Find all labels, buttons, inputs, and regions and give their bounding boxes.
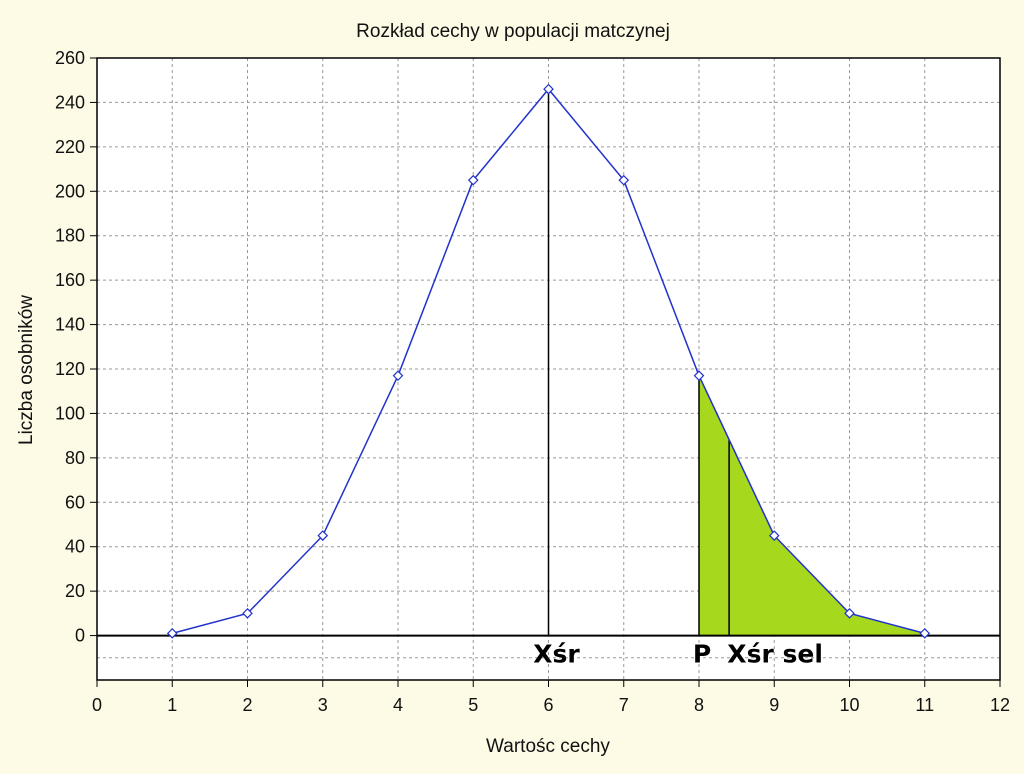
y-tick-label: 80 xyxy=(65,448,85,468)
x-tick-label: 4 xyxy=(393,695,403,715)
data-point xyxy=(693,370,705,382)
y-tick-label: 220 xyxy=(55,137,85,157)
y-tick-label: 20 xyxy=(65,581,85,601)
chart-title: Rozkład cechy w populacji matczynej xyxy=(356,21,670,42)
y-tick-label: 180 xyxy=(55,226,85,246)
y-tick-label: 140 xyxy=(55,315,85,335)
vertical-marker-label: Xśr sel xyxy=(727,640,823,669)
data-point xyxy=(618,174,630,186)
x-tick-label: 1 xyxy=(167,695,177,715)
y-tick-label: 0 xyxy=(75,626,85,646)
x-tick-label: 12 xyxy=(990,695,1010,715)
x-tick-label: 10 xyxy=(839,695,859,715)
x-tick-label: 3 xyxy=(318,695,328,715)
vertical-marker-label: Xśr xyxy=(533,640,580,669)
y-tick-label: 60 xyxy=(65,492,85,512)
data-point xyxy=(166,628,178,639)
x-axis-label: Wartośc cechy xyxy=(486,736,610,757)
x-tick-label: 9 xyxy=(769,695,779,715)
x-tick-label: 2 xyxy=(242,695,252,715)
y-tick-label: 100 xyxy=(55,403,85,423)
data-point xyxy=(844,608,855,619)
x-tick-label: 7 xyxy=(619,695,629,715)
y-axis-label: Liczba osobników xyxy=(16,295,37,445)
vertical-marker-label: P xyxy=(693,640,711,669)
x-tick-label: 5 xyxy=(468,695,478,715)
y-tick-label: 200 xyxy=(55,181,85,201)
data-point xyxy=(392,370,404,382)
y-tick-label: 160 xyxy=(55,270,85,290)
x-tick-label: 11 xyxy=(915,695,934,715)
y-tick-label: 260 xyxy=(55,48,85,68)
x-tick-label: 6 xyxy=(543,695,553,715)
data-point xyxy=(768,530,780,541)
data-point xyxy=(467,174,479,186)
data-point xyxy=(919,628,931,639)
data-point xyxy=(543,83,554,95)
x-tick-label: 0 xyxy=(92,695,102,715)
x-tick-label: 8 xyxy=(694,695,704,715)
data-point xyxy=(317,530,329,541)
data-point xyxy=(242,608,253,619)
y-tick-label: 40 xyxy=(65,537,85,557)
selected-area-fill xyxy=(699,375,925,636)
y-tick-label: 120 xyxy=(55,359,85,379)
y-tick-label: 240 xyxy=(55,92,85,112)
